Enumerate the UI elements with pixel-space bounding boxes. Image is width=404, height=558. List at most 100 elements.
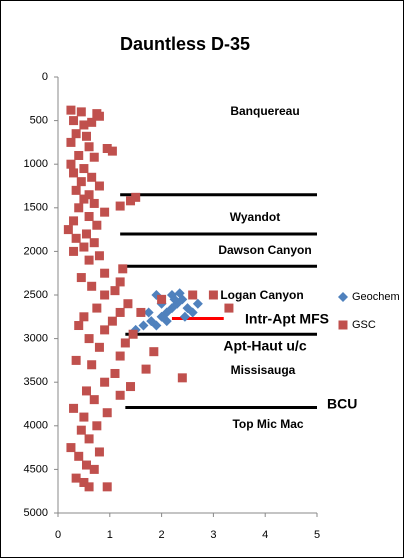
point xyxy=(79,312,89,322)
point xyxy=(79,477,89,487)
point xyxy=(81,460,91,470)
point xyxy=(81,229,91,239)
point xyxy=(84,482,94,492)
point xyxy=(179,311,190,322)
point xyxy=(94,111,104,121)
legend-marker xyxy=(338,320,348,330)
y-tick-label: 3500 xyxy=(24,376,48,388)
point xyxy=(89,395,99,405)
annotation: Apt-Haut u/c xyxy=(223,338,306,354)
point xyxy=(102,408,112,418)
legend-marker xyxy=(338,292,348,302)
point xyxy=(110,286,120,296)
point xyxy=(107,316,117,326)
point xyxy=(76,107,86,117)
point xyxy=(100,377,110,387)
x-tick-label: 2 xyxy=(159,529,165,541)
point xyxy=(89,152,99,162)
point xyxy=(100,290,110,300)
point xyxy=(66,105,76,115)
point xyxy=(115,390,125,400)
point xyxy=(128,329,138,339)
point xyxy=(100,325,110,335)
point xyxy=(169,294,180,305)
y-tick-label: 1500 xyxy=(24,202,48,214)
point xyxy=(143,307,154,318)
point xyxy=(115,201,125,211)
point xyxy=(84,212,94,222)
point xyxy=(76,177,86,187)
point xyxy=(107,146,117,156)
annotation: BCU xyxy=(327,396,357,412)
point xyxy=(100,268,110,278)
point xyxy=(74,203,84,213)
y-tick-label: 5000 xyxy=(24,507,48,519)
y-tick-label: 4000 xyxy=(24,420,48,432)
point xyxy=(79,194,89,204)
chart-title: Dauntless D-35 xyxy=(120,34,250,54)
point xyxy=(66,159,76,169)
point xyxy=(87,360,97,370)
point xyxy=(192,298,203,309)
point xyxy=(69,116,79,126)
point xyxy=(79,120,89,130)
annotation: Logan Canyon xyxy=(220,288,303,302)
point xyxy=(89,198,99,208)
y-tick-label: 0 xyxy=(42,71,48,83)
point xyxy=(94,342,104,352)
point xyxy=(126,382,136,392)
point xyxy=(71,355,81,365)
point xyxy=(87,117,97,127)
y-tick-label: 500 xyxy=(30,115,48,127)
point xyxy=(177,373,187,383)
point xyxy=(87,281,97,291)
point xyxy=(81,386,91,396)
x-tick-label: 5 xyxy=(314,529,320,541)
point xyxy=(69,216,79,226)
point xyxy=(102,144,112,154)
point xyxy=(79,242,89,252)
point xyxy=(79,164,89,174)
point xyxy=(100,207,110,217)
point xyxy=(76,425,86,435)
point xyxy=(84,434,94,444)
point xyxy=(115,307,125,317)
point xyxy=(188,290,198,300)
point xyxy=(141,364,151,374)
point xyxy=(84,142,94,152)
point xyxy=(74,451,84,461)
point xyxy=(84,190,94,200)
point xyxy=(208,290,218,300)
point xyxy=(71,185,81,195)
y-tick-label: 1000 xyxy=(24,158,48,170)
point xyxy=(94,447,104,457)
point xyxy=(84,255,94,265)
point xyxy=(94,181,104,191)
point xyxy=(118,264,128,274)
point xyxy=(92,303,102,313)
y-tick-label: 2000 xyxy=(24,245,48,257)
point xyxy=(187,307,198,318)
point xyxy=(69,403,79,413)
point xyxy=(174,288,185,299)
point xyxy=(224,303,234,313)
annotation: Banquereau xyxy=(230,104,299,118)
annotation: Missisauga xyxy=(231,363,296,377)
point xyxy=(74,321,84,331)
point xyxy=(89,464,99,474)
annotation: Wyandot xyxy=(230,210,280,224)
point xyxy=(138,320,149,331)
point xyxy=(131,192,141,202)
point xyxy=(157,294,167,304)
point xyxy=(120,338,130,348)
point xyxy=(81,131,91,141)
annotation: Top Mic Mac xyxy=(232,417,303,431)
point xyxy=(69,246,79,256)
point xyxy=(115,277,125,287)
point xyxy=(87,172,97,182)
point xyxy=(94,251,104,261)
point xyxy=(89,238,99,248)
point xyxy=(79,412,89,422)
y-tick-label: 2500 xyxy=(24,289,48,301)
